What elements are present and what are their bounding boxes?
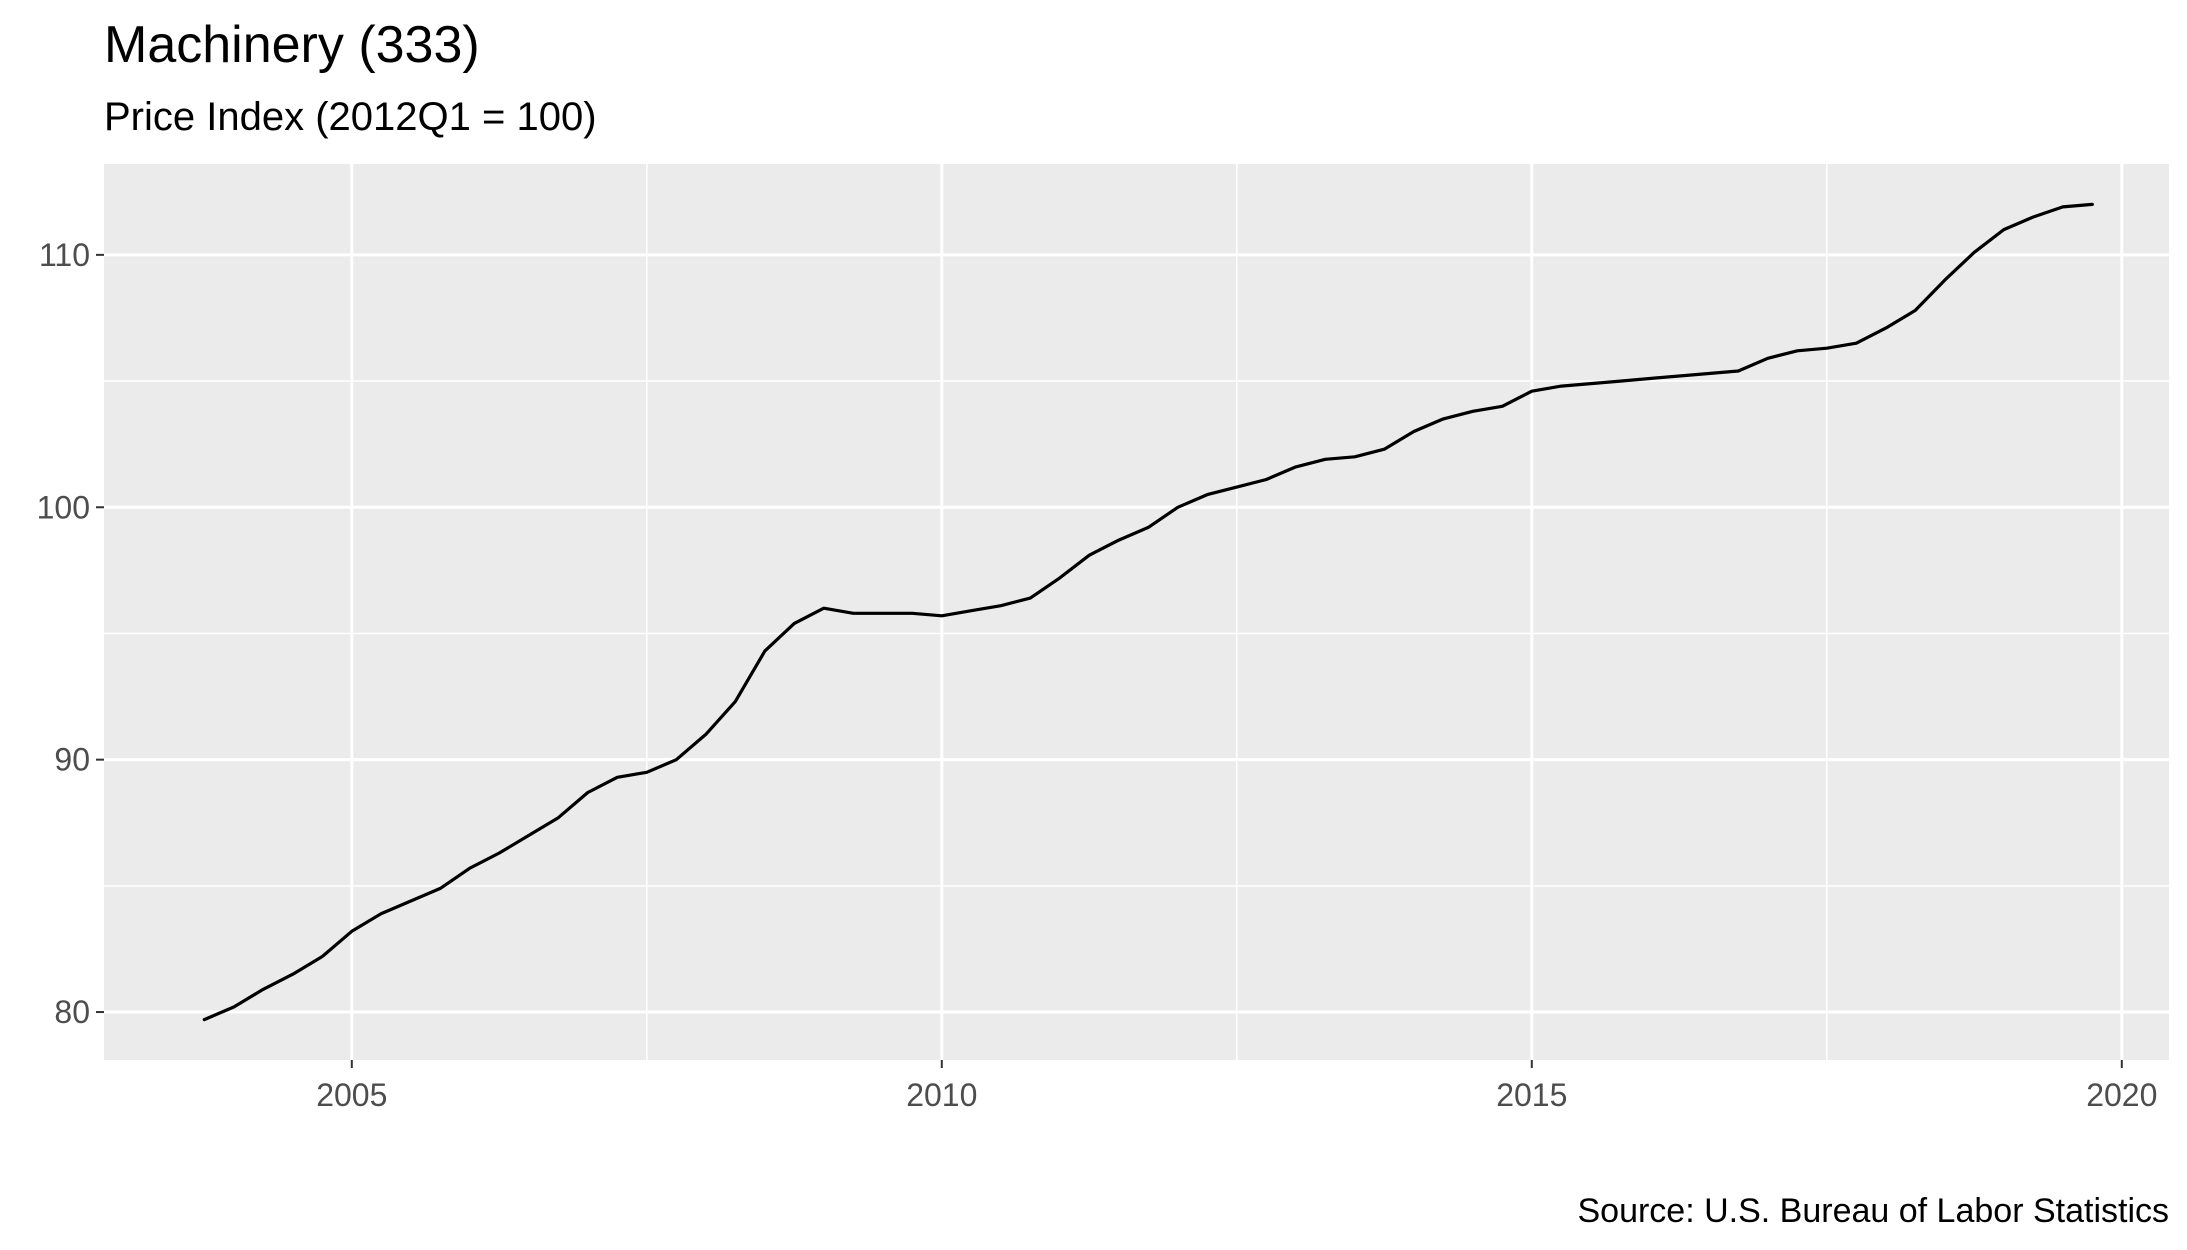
y-tick-label: 110 <box>39 237 90 273</box>
chart-caption: Source: U.S. Bureau of Labor Statistics <box>1577 1192 2169 1230</box>
series-line <box>202 202 2094 1022</box>
x-axis: 2005 2010 2015 2020 <box>316 1060 2157 1113</box>
series-layer <box>202 202 2094 1022</box>
y-tick-label: 80 <box>54 994 90 1030</box>
plot-background <box>104 164 2169 1060</box>
chart-title: Machinery (333) <box>104 16 480 74</box>
minor-grid <box>104 164 2169 1060</box>
y-tick-label: 100 <box>37 489 90 525</box>
y-tick-label: 90 <box>54 742 90 778</box>
plot-panel <box>104 164 2169 1060</box>
x-tick-label: 2005 <box>316 1077 387 1113</box>
x-tick-label: 2015 <box>1496 1077 1567 1113</box>
x-tick-label: 2010 <box>906 1077 977 1113</box>
x-tick-label: 2020 <box>2086 1077 2157 1113</box>
major-grid <box>104 164 2169 1060</box>
y-axis: 80 90 100 110 <box>37 237 104 1030</box>
chart-subtitle: Price Index (2012Q1 = 100) <box>104 95 597 139</box>
